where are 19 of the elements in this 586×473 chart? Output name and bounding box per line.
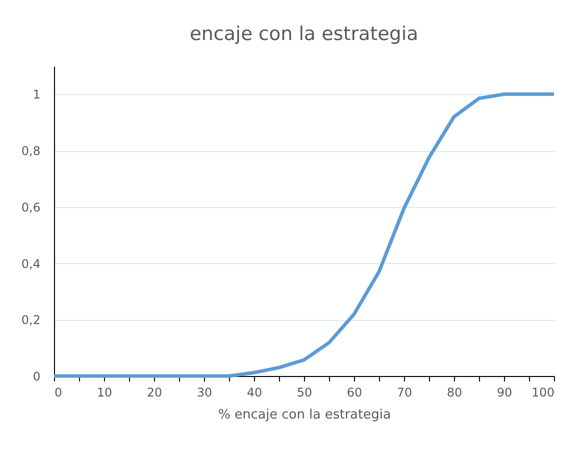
y-tick-label: 0,4 <box>21 256 40 271</box>
x-tick-label: 60 <box>346 386 362 400</box>
y-tick-label: 0,2 <box>21 313 40 328</box>
chart-title: encaje con la estrategia <box>190 23 418 45</box>
x-axis-title: % encaje con la estrategia <box>218 408 391 422</box>
x-tick-label: 50 <box>296 386 312 400</box>
x-tick-label: 20 <box>146 386 162 400</box>
x-tick-label: 70 <box>396 386 412 400</box>
x-tick-label: 0 <box>54 386 62 400</box>
x-tick-label: 10 <box>96 386 112 400</box>
x-tick-label: 30 <box>196 386 212 400</box>
y-tick-label: 0,8 <box>21 144 40 158</box>
y-tick-label: 1 <box>32 88 40 102</box>
y-tick-label: 0,6 <box>21 200 40 214</box>
x-tick-label: 40 <box>246 386 262 400</box>
y-tick-label: 0 <box>32 370 40 384</box>
x-tick-label: 90 <box>496 386 512 400</box>
x-tick-label: 80 <box>446 386 462 400</box>
x-tick-label: 100 <box>532 386 554 400</box>
